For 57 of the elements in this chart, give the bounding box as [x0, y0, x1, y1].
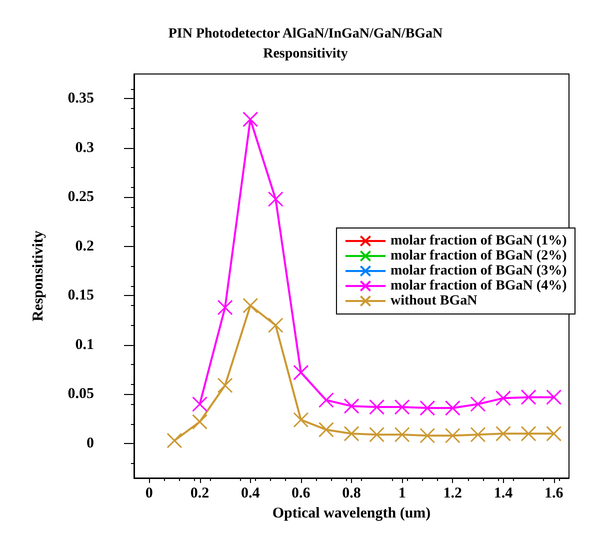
- point: [420, 400, 436, 416]
- point: [495, 390, 511, 406]
- y-tick-label: 0.2: [75, 238, 94, 254]
- point: [369, 399, 385, 415]
- point: [394, 426, 410, 442]
- y-axis-title: Responsitivity: [30, 230, 46, 322]
- point: [520, 389, 536, 405]
- chart-title: PIN Photodetector AlGaN/InGaN/GaN/BGaN: [168, 26, 443, 42]
- point: [546, 426, 562, 442]
- chart-subtitle: Responsitivity: [263, 46, 348, 62]
- point: [318, 392, 334, 408]
- point: [344, 398, 360, 414]
- point: [470, 426, 486, 442]
- x-tick-label: 1.4: [494, 486, 514, 502]
- legend-label: molar fraction of BGaN (1%): [390, 234, 568, 248]
- x-tick-label: 1.6: [544, 486, 564, 502]
- x-tick-label: 0: [145, 486, 153, 502]
- point: [242, 112, 258, 128]
- point: [192, 414, 208, 430]
- point: [420, 428, 436, 444]
- point: [268, 191, 284, 207]
- x-tick-label: 0.2: [190, 486, 210, 502]
- x-tick-label: 0.8: [342, 486, 361, 502]
- x-tick-label: 1.2: [443, 486, 462, 502]
- point: [192, 396, 208, 412]
- point: [394, 399, 410, 415]
- point: [444, 428, 460, 444]
- point: [369, 426, 385, 442]
- point: [217, 378, 233, 394]
- point: [293, 364, 309, 380]
- point: [546, 389, 562, 405]
- point: [520, 426, 536, 442]
- y-tick-label: 0.25: [68, 189, 94, 206]
- legend-label: without BGaN: [390, 294, 478, 308]
- y-tick-label: 0.1: [75, 336, 94, 353]
- y-tick-label: 0.15: [68, 288, 94, 304]
- y-tick-label: 0.05: [68, 386, 94, 402]
- point: [444, 400, 460, 416]
- point: [344, 426, 360, 442]
- point: [470, 396, 486, 412]
- point: [217, 300, 233, 316]
- y-tick-label: 0.3: [75, 140, 94, 156]
- point: [318, 422, 334, 438]
- y-tick-label: 0: [86, 436, 94, 452]
- legend-label: molar fraction of BGaN (3%): [390, 264, 568, 278]
- point: [268, 318, 284, 334]
- point: [166, 432, 182, 448]
- point: [293, 412, 309, 428]
- legend-label: molar fraction of BGaN (4%): [390, 278, 568, 294]
- point: [242, 298, 258, 314]
- x-tick-label: 1: [398, 486, 406, 502]
- y-tick-label: 0.35: [68, 90, 94, 107]
- x-tick-label: 0.4: [240, 486, 260, 502]
- point: [495, 426, 511, 442]
- x-axis-title: Optical wavelength (um): [272, 505, 431, 522]
- x-tick-label: 0.6: [292, 486, 311, 502]
- legend-label: molar fraction of BGaN (2%): [390, 248, 568, 264]
